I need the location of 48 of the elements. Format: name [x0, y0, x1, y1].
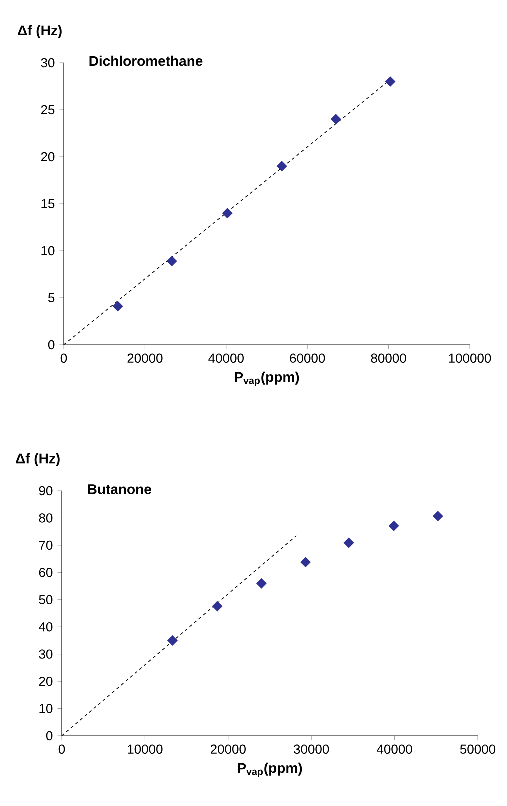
- x-tick-label: 40000: [377, 744, 412, 754]
- y-axis-title: Δf (Hz): [18, 25, 62, 38]
- point: [385, 76, 396, 88]
- y-axis-title: Δf (Hz): [16, 453, 60, 466]
- chart-title: Dichloromethane: [90, 56, 203, 66]
- y-tick-label: 15: [42, 199, 55, 209]
- y-tick-label: 40: [39, 622, 53, 632]
- point: [330, 114, 342, 125]
- x-tick-label: 80000: [371, 354, 406, 363]
- point: [212, 601, 223, 612]
- x-tick-label: 20000: [128, 354, 163, 363]
- point: [432, 511, 444, 522]
- x-tick-label: 40000: [208, 354, 244, 363]
- x-axis-title: P$_{vap}$(ppm): [235, 372, 300, 386]
- point: [112, 301, 124, 312]
- x-tick-label: 0: [60, 354, 68, 363]
- y-tick-label: 80: [39, 514, 53, 523]
- y-tick-label: 20: [39, 676, 53, 686]
- y-tick-label: 30: [41, 58, 55, 68]
- y-tick-label: 25: [41, 105, 55, 115]
- y-tick-label: 10: [42, 246, 55, 256]
- point: [256, 578, 267, 589]
- point: [300, 557, 312, 568]
- point: [344, 538, 354, 548]
- point: [166, 256, 178, 267]
- chart-title: Butanone: [88, 484, 152, 494]
- point: [276, 161, 288, 172]
- y-tick-label: 90: [39, 486, 53, 496]
- x-axis-title: P$_{vap}$(ppm): [238, 762, 302, 778]
- y-tick-label: 10: [40, 704, 53, 714]
- x-tick-label: 30000: [294, 744, 330, 754]
- y-tick-label: 20: [41, 152, 55, 162]
- y-tick-label: 50: [39, 595, 53, 604]
- x-tick-label: 100000: [449, 354, 492, 363]
- x-tick-label: 60000: [290, 354, 326, 363]
- x-tick-label: 10000: [128, 744, 163, 754]
- y-tick-label: 0: [46, 731, 53, 741]
- y-tick-label: 60: [39, 568, 53, 578]
- y-tick-label: 0: [48, 340, 55, 350]
- x-tick-label: 50000: [460, 744, 496, 754]
- point: [167, 635, 178, 646]
- point: [222, 208, 233, 219]
- y-tick-label: 30: [39, 650, 53, 659]
- point: [388, 520, 400, 532]
- x-tick-label: 0: [58, 744, 66, 754]
- y-tick-label: 70: [39, 540, 53, 550]
- x-tick-label: 20000: [210, 744, 246, 754]
- y-tick-label: 5: [48, 293, 55, 303]
